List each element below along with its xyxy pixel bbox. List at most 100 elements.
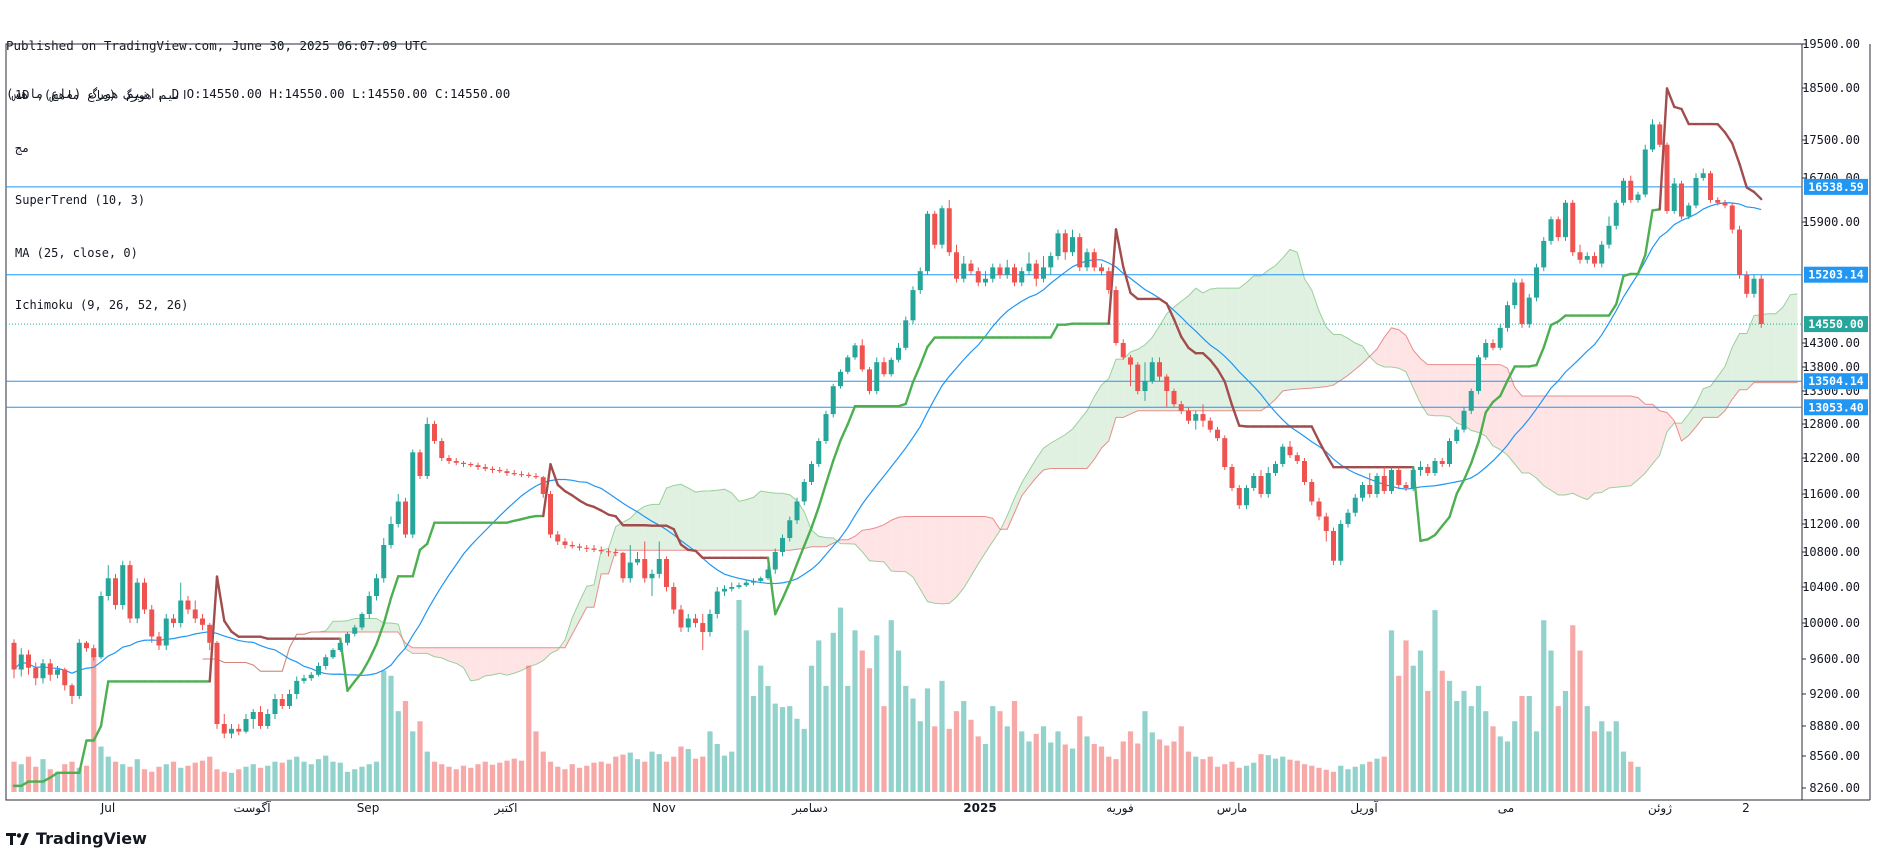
candle-body — [1004, 267, 1010, 275]
candle — [1642, 144, 1648, 198]
volume-bar — [758, 665, 764, 792]
candle-body — [1062, 233, 1068, 253]
volume-bar — [1229, 761, 1235, 792]
candle-body — [482, 467, 488, 469]
candle — [1476, 355, 1481, 395]
candle — [120, 560, 126, 610]
candle — [163, 614, 169, 650]
volume-bar — [903, 685, 909, 792]
candle — [1592, 252, 1597, 268]
supertrend-segment — [411, 548, 422, 578]
candle — [98, 591, 104, 659]
volume-bar — [1251, 762, 1257, 792]
volume-bar — [1330, 771, 1337, 792]
cloud-segment — [1224, 288, 1232, 411]
candle — [1374, 473, 1380, 498]
volume-bar — [243, 766, 249, 792]
candle — [403, 497, 408, 538]
cloud-segment — [1529, 395, 1537, 479]
volume-bar — [808, 665, 815, 792]
candle-body — [707, 614, 713, 632]
volume-bar — [801, 728, 807, 792]
supertrend-segment — [1107, 228, 1118, 325]
candle — [468, 462, 474, 467]
supertrend-segment — [389, 575, 400, 600]
volume-bar — [120, 764, 126, 792]
candle-body — [1331, 531, 1336, 561]
candle-body — [142, 582, 147, 610]
volume-bar — [468, 767, 474, 792]
cloud-segment — [753, 491, 761, 551]
cloud-segment — [1014, 482, 1022, 513]
supertrend-segment — [571, 494, 581, 502]
legend-indicator-ma[interactable]: MA (25, close, 0) — [15, 245, 138, 260]
candle — [693, 614, 698, 628]
cloud-segment — [1435, 364, 1443, 416]
candle-body — [250, 712, 256, 719]
candle-body — [229, 728, 234, 734]
volume-bar — [1475, 685, 1482, 792]
candle-body — [1360, 485, 1365, 498]
candle — [1222, 435, 1228, 470]
candle — [301, 674, 307, 684]
x-tick-label: فوریه — [1106, 801, 1134, 816]
volume-bar — [1555, 706, 1561, 792]
volume-bar — [837, 607, 844, 792]
cloud-segment — [1638, 397, 1646, 480]
candle — [1758, 274, 1764, 328]
candle-body — [1135, 364, 1141, 391]
supertrend-segment — [1738, 162, 1748, 189]
candle-body — [649, 573, 655, 579]
legend-indicator-ichimoku[interactable]: Ichimoku (9, 26, 52, 26) — [15, 298, 189, 312]
candle — [1628, 175, 1634, 203]
supertrend-segment — [1636, 253, 1647, 276]
candle-body — [896, 347, 901, 360]
candle — [511, 470, 517, 476]
cloud-segment — [543, 647, 551, 661]
cloud-segment — [630, 510, 638, 551]
volume-bar — [1519, 696, 1525, 792]
cloud-segment — [1587, 395, 1595, 500]
candle — [1505, 301, 1510, 332]
candle-body — [816, 441, 822, 464]
candle-body — [207, 624, 213, 643]
cloud-segment — [1659, 410, 1667, 456]
volume-bar — [1214, 766, 1221, 792]
cloud-segment — [405, 643, 413, 654]
candle — [1621, 178, 1626, 206]
last-price-label: 14550.00 — [1808, 317, 1863, 331]
cloud-segment — [1717, 366, 1725, 418]
candle-body — [1193, 414, 1199, 421]
supertrend-segment — [1419, 538, 1429, 543]
candle — [91, 644, 97, 661]
candle-body — [1178, 404, 1184, 411]
cloud-segment — [1036, 448, 1044, 478]
candle — [40, 659, 46, 684]
volume-bar — [779, 707, 786, 792]
supertrend-segment — [542, 463, 552, 518]
candle — [113, 573, 118, 610]
supertrend-segment — [1622, 272, 1632, 278]
cloud-segment — [1340, 334, 1348, 381]
supertrend-segment — [527, 514, 538, 519]
volume-bar — [1410, 665, 1416, 792]
candle-body — [533, 476, 539, 478]
candle-body — [1548, 219, 1554, 241]
legend-indicator-supertrend[interactable]: SuperTrend (10, 3) — [15, 193, 146, 207]
supertrend-segment — [781, 581, 791, 601]
volume-bar — [1062, 744, 1068, 792]
volume-bar — [1272, 758, 1279, 792]
candle — [11, 639, 17, 679]
volume-bar — [482, 761, 488, 792]
candle-body — [1606, 225, 1612, 245]
volume-bar — [526, 665, 532, 792]
candle-body — [961, 263, 967, 279]
volume-bar — [1396, 675, 1402, 792]
volume-bar — [344, 771, 351, 792]
supertrend-segment — [897, 402, 907, 408]
volume-bar — [221, 771, 227, 792]
legend-symbol[interactable]: 1D ,(ماع ماهس) انیم هورگ — [15, 88, 189, 102]
cloud-segment — [1246, 275, 1254, 411]
candle — [1294, 452, 1300, 464]
